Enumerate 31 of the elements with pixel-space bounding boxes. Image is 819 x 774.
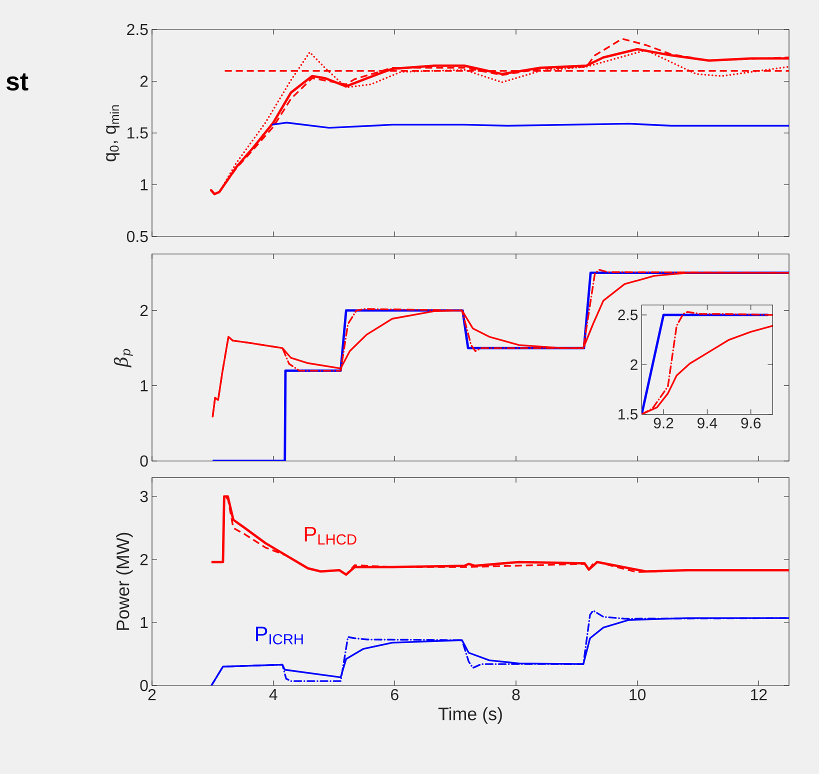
series-label: P$_{LHCD}$ (304, 526, 356, 545)
y-axis-title: β$_{p}$ (114, 348, 133, 368)
y-tick-label: 0 (140, 680, 148, 692)
y-tick-label: 2 (140, 304, 148, 316)
y-tick-label: 2.5 (127, 24, 148, 36)
x-tick-label: 2 (148, 689, 156, 700)
x-tick-label: 12 (751, 689, 767, 700)
text: st (6, 73, 28, 91)
x-axis-title: Time (s) (438, 707, 502, 724)
y-tick-label: 3 (140, 490, 148, 502)
y-tick-label: 1 (140, 617, 148, 628)
x-tick-label: 4 (269, 689, 278, 700)
y-tick-label: 1.5 (128, 127, 148, 139)
y-tick-label: 0 (140, 455, 148, 467)
y-tick-label: 1.5 (618, 409, 638, 420)
y-tick-label: 2.5 (618, 310, 638, 320)
x-tick-label: 6 (391, 689, 398, 700)
y-axis-title: q$_{0}$, q$_{min}$ (106, 105, 120, 162)
y-axis-title: Power (MW) (116, 532, 133, 630)
x-tick-label: 8 (512, 689, 520, 700)
y-tick-label: 1 (140, 380, 148, 392)
series-label: P$_{ICRH}$ (256, 626, 303, 644)
x-tick-label: 9.6 (741, 418, 761, 428)
y-tick-label: 2 (140, 554, 148, 566)
y-tick-label: 2 (630, 359, 638, 370)
y-tick-label: 0.5 (126, 230, 148, 242)
x-tick-label: 9.2 (654, 418, 674, 428)
y-tick-label: 1 (140, 179, 148, 190)
y-tick-label: 2 (140, 76, 148, 87)
x-tick-label: 9.4 (698, 418, 718, 428)
x-tick-label: 10 (630, 689, 646, 700)
